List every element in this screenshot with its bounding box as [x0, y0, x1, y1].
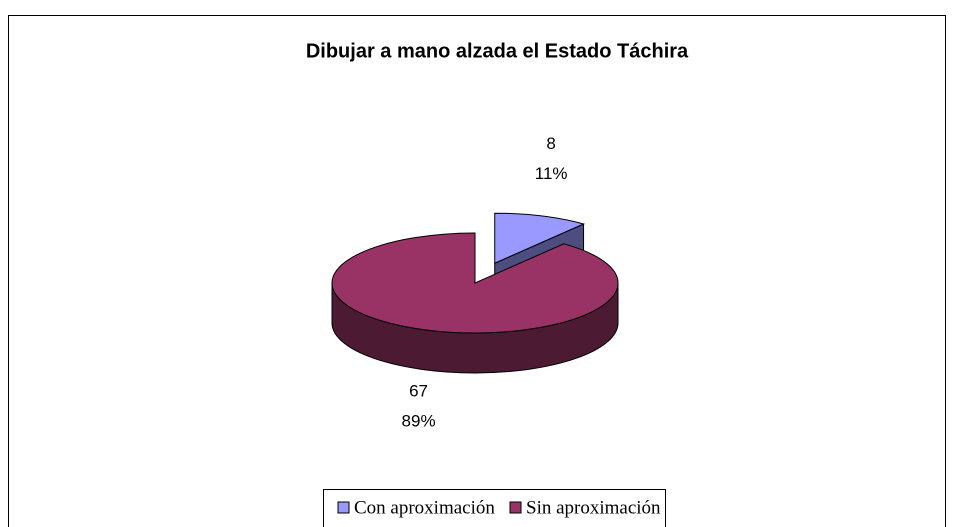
slice-top — [331, 232, 619, 334]
percent-label: 11% — [535, 164, 568, 183]
percent-label: 89% — [402, 411, 436, 430]
legend-swatch — [337, 501, 350, 514]
legend-box — [323, 489, 666, 527]
data-label: 8 — [546, 134, 555, 153]
legend-label: Con aproximación — [354, 497, 495, 518]
chart-frame — [8, 15, 946, 527]
chart-title: Dibujar a mano alzada el Estado Táchira — [306, 40, 689, 62]
legend-label: Sin aproximación — [526, 497, 661, 518]
slice-top — [494, 212, 586, 264]
legend-swatch — [509, 501, 522, 514]
pie-slice — [331, 232, 619, 374]
data-label: 67 — [409, 381, 428, 400]
